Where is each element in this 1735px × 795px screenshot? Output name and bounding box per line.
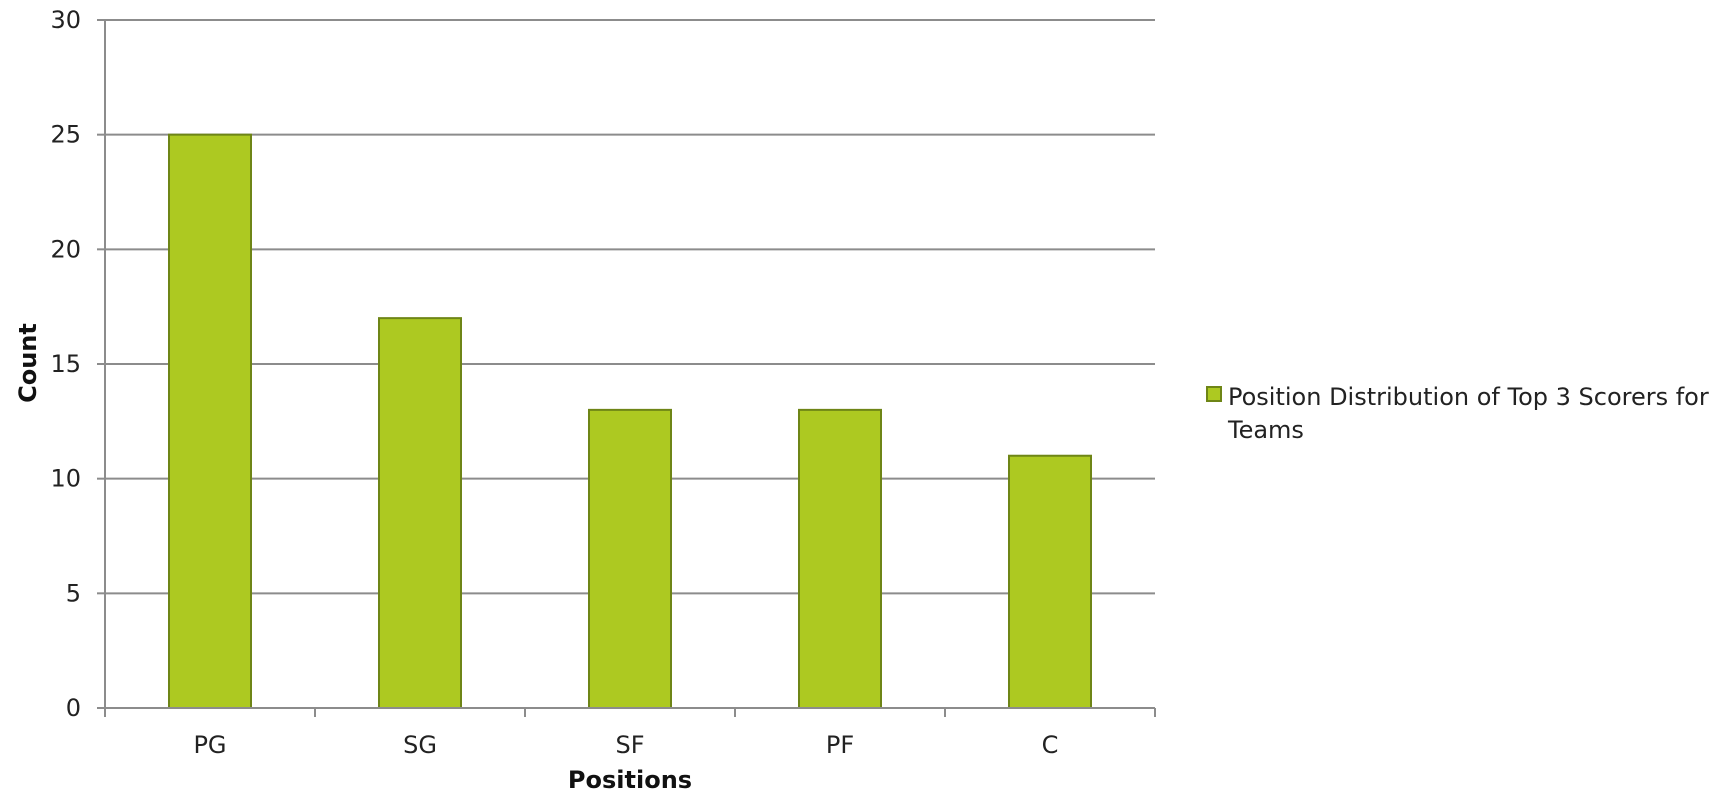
x-axis-title: Positions (568, 766, 692, 794)
x-tick-label: SG (403, 731, 437, 759)
y-tick-label: 20 (50, 235, 81, 263)
legend-swatch (1206, 386, 1222, 402)
bars (168, 133, 1092, 709)
legend: Position Distribution of Top 3 Scorers f… (1206, 383, 1709, 444)
y-tick-label: 30 (50, 6, 81, 34)
axes (97, 19, 1156, 717)
gridlines (105, 19, 1155, 595)
bar (798, 408, 882, 709)
bar (588, 408, 672, 709)
y-axis-title: Count (14, 323, 42, 403)
y-tick-label: 25 (50, 121, 81, 149)
y-tick-label: 10 (50, 465, 81, 493)
legend-label-line-1: Position Distribution of Top 3 Scorers f… (1228, 383, 1709, 411)
y-tick-label: 0 (66, 694, 81, 722)
legend-label-line-2: Teams (1227, 416, 1304, 444)
bar (1008, 454, 1092, 709)
x-tick-label: PF (826, 731, 854, 759)
x-tick-label: C (1042, 731, 1059, 759)
x-tick-label: PG (193, 731, 226, 759)
bar (168, 133, 252, 709)
x-tick-label: SF (615, 731, 644, 759)
y-tick-label: 15 (50, 350, 81, 378)
y-tick-label: 5 (66, 579, 81, 607)
bar (378, 317, 462, 709)
tick-labels: 0 5 10 15 20 25 30 PG SG SF PF C (50, 6, 1058, 759)
